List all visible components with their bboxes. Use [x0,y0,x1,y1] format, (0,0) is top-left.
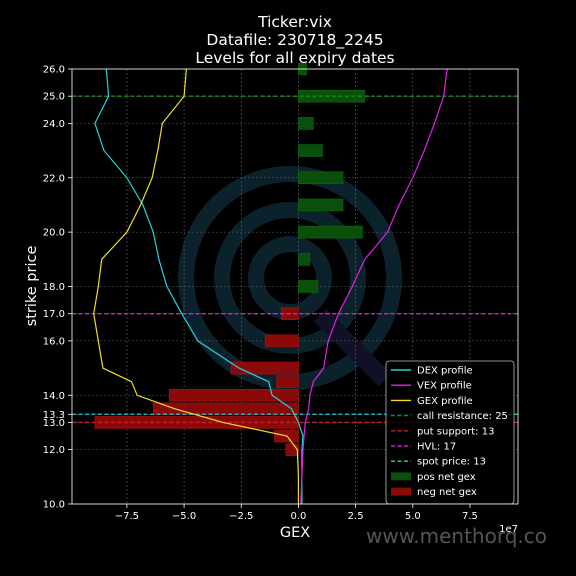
legend-label-1: VEX profile [417,381,472,392]
legend-label-6: spot price: 13 [417,457,486,468]
legend: DEX profile VEX profile GEX profile call re… [385,360,515,505]
y-tick-label-11: 25.0 [43,92,65,103]
title-line-2: Datafile: 230718_2245 [206,31,383,50]
dex-profile-line [94,68,304,504]
title-line-1: Ticker:vix [257,13,332,31]
y-tick-label-8: 20.0 [43,228,65,239]
x-axis-offset-label: 1e7 [499,524,518,535]
y-tick-label-12: 26.0 [43,65,65,76]
x-tick-label-1: −5.0 [172,511,196,522]
y-tick-label-7: 18.0 [43,282,65,293]
neg-net-gex-bar-5 [152,402,299,416]
title-line-3: Levels for all expiry dates [195,49,394,67]
logo-tail [313,308,392,387]
grid [72,68,518,505]
y-tick-label-3: 13.3 [43,410,65,421]
x-tick-label-0: −7.5 [115,511,139,522]
legend-swatch-7 [391,472,411,481]
y-tick-label-5: 16.0 [43,336,65,347]
x-tick-label-5: 5.0 [405,511,421,522]
y-tick-label-2: 13.0 [43,418,65,429]
y-tick-label-9: 22.0 [43,173,65,184]
x-tick-label-6: 7.5 [462,511,478,522]
pos-net-gex-bar-5 [298,198,344,212]
legend-label-4: put support: 13 [417,426,494,437]
pos-net-gex-bar-8 [298,280,319,293]
neg-net-gex-bar-2 [230,361,299,375]
neg-net-gex-bar-1 [264,334,299,348]
watermark-text: www.menthorq.co [366,524,547,548]
pos-net-gex-bar-7 [298,253,311,266]
y-tick-label-6: 17.0 [43,309,65,320]
y-tick-label-10: 24.0 [43,119,65,130]
x-axis-ticks: −7.5 −5.0 −2.5 0.0 2.5 5.0 7.5 [115,504,478,522]
legend-label-3: call resistance: 25 [417,411,508,422]
legend-label-8: neg net gex [417,487,477,498]
pos-net-gex-bar-6 [298,225,363,239]
x-tick-label-3: 0.0 [290,511,306,522]
pos-net-gex-bar-3 [298,144,323,157]
pos-net-gex-bar-4 [298,171,344,185]
x-tick-label-4: 2.5 [348,511,364,522]
legend-label-5: HVL: 17 [417,442,456,453]
legend-label-0: DEX profile [417,366,473,377]
y-axis-label: strike price [24,246,40,327]
profile-lines [93,68,448,505]
y-tick-label-4: 14.0 [43,391,65,402]
legend-swatch-8 [391,487,411,496]
y-tick-label-0: 10.0 [43,500,65,511]
neg-net-gex-bar-8 [285,443,299,456]
y-axis-ticks: 10.0 12.0 13.013.3 14.0 16.0 17.0 18.0 20.0 22.0… [43,65,72,511]
pos-net-gex-bar-2 [298,117,314,130]
x-axis-label: GEX [280,525,310,541]
legend-label-2: GEX profile [417,396,473,407]
legend-box [385,360,515,505]
neg-net-gex-bar-3 [276,375,299,388]
legend-label-7: pos net gex [417,472,476,483]
x-tick-label-2: −2.5 [229,511,253,522]
vex-profile-line [300,68,448,505]
gex-profile-line [93,68,299,504]
neg-net-gex-bar-4 [168,388,299,402]
y-tick-label-1: 12.0 [43,445,65,456]
